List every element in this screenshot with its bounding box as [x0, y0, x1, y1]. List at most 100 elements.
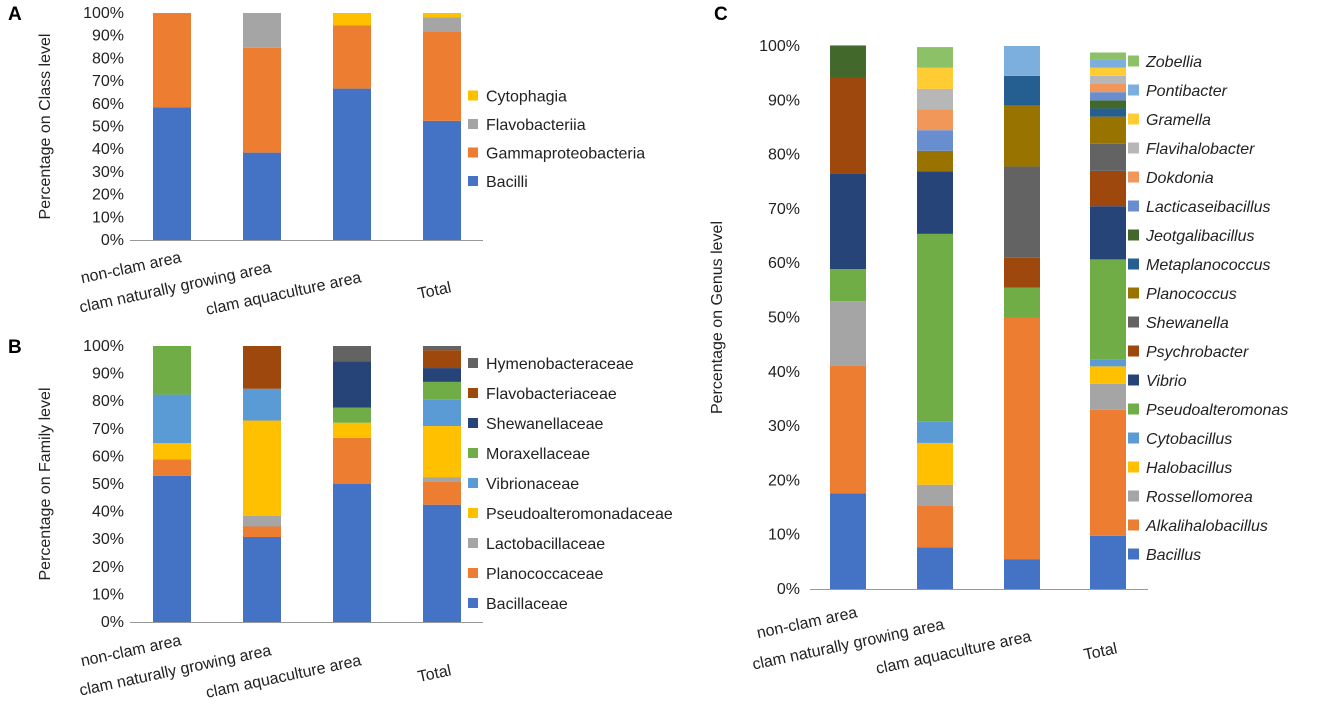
panel-c-legend-swatch-alkalihalobacillus	[1128, 519, 1139, 531]
panel-b-bar-non-clam-area-moraxellaceae	[153, 346, 191, 395]
panel-c-bar-total-alkalihalobacillus	[1090, 409, 1126, 536]
panel-c-ytick-label: 90%	[768, 92, 800, 109]
panel-a-legend-swatch-cytophagia	[468, 90, 478, 101]
panel-c-legend-swatch-cytobacillus	[1128, 432, 1139, 444]
panel-b-legend-swatch-lactobacillaceae	[468, 538, 478, 548]
panel-b-bar-total-planococcaceae	[423, 481, 461, 505]
panel-c-legend-swatch-rossellomorea	[1128, 490, 1139, 502]
panel-b-legend-swatch-shewanellaceae	[468, 418, 478, 428]
panel-c-bar-clam-aquaculture-area-alkalihalobacillus	[1004, 317, 1040, 560]
panel-b-bar-total-vibrionaceae	[423, 399, 461, 427]
panel-b-y-axis-title: Percentage on Family level	[37, 388, 54, 581]
panel-b-bar-clam-naturally-growing-area-pseudoalteromonadaceae	[243, 420, 281, 517]
panel-c-bar-total-cytobacillus	[1090, 359, 1126, 367]
panel-c-legend-label: Rossellomorea	[1146, 489, 1253, 506]
panel-a-ytick-label: 70%	[92, 73, 124, 90]
panel-b-bar-clam-aquaculture-area-moraxellaceae	[333, 407, 371, 423]
panel-c-legend-swatch-jeotgalibacillus	[1128, 229, 1139, 241]
panel-c-bar-total-shewanella	[1090, 143, 1126, 171]
panel-a-ytick-label: 0%	[101, 232, 124, 249]
panel-a-bar-clam-naturally-growing-area-gammaproteobacteria	[243, 47, 281, 153]
panel-c-ytick-label: 100%	[759, 38, 800, 55]
panel-c-bar-clam-aquaculture-area-pseudoalteromonas	[1004, 287, 1040, 318]
panel-c-bar-total-gramella	[1090, 67, 1126, 76]
panel-b-legend-label: Shewanellaceae	[486, 416, 604, 433]
panel-a-legend-label: Bacilli	[486, 174, 528, 191]
panel-a-ytick-label: 40%	[92, 141, 124, 158]
panel-c-bar-clam-aquaculture-area-planococcus	[1004, 105, 1040, 167]
panel-b-ytick-label: 20%	[92, 559, 124, 576]
panel-c-bar-clam-naturally-growing-area-pseudoalteromonas	[917, 233, 953, 422]
panel-c-bar-total-rossellomorea	[1090, 383, 1126, 410]
panel-b-bar-clam-naturally-growing-area-flavobacteriaceae	[243, 346, 281, 389]
panel-c-legend-label: Bacillus	[1146, 547, 1201, 564]
panel-b-bar-clam-naturally-growing-area-lactobacillaceae	[243, 516, 281, 527]
panel-c-bar-clam-naturally-growing-area-dokdonia	[917, 109, 953, 131]
panel-c-bar-clam-aquaculture-area-psychrobacter	[1004, 257, 1040, 288]
panel-c-bar-total-planococcus	[1090, 116, 1126, 144]
panel-b-bar-clam-aquaculture-area-pseudoalteromonadaceae	[333, 422, 371, 438]
panel-b-bar-total-hymenobacteraceae	[423, 346, 461, 351]
panel-c-y-axis-title: Percentage on Genus level	[709, 221, 726, 414]
panel-c-bar-non-clam-area-alkalihalobacillus	[830, 365, 866, 494]
panel-c-legend-label: Psychrobacter	[1146, 344, 1249, 361]
panel-c-ytick-label: 10%	[768, 527, 800, 544]
panel-c-legend-swatch-lacticaseibacillus	[1128, 200, 1139, 212]
panel-c-legend-label: Cytobacillus	[1146, 431, 1232, 448]
panel-b-legend-swatch-pseudoalteromonadaceae	[468, 508, 478, 518]
panel-c-bar-clam-naturally-growing-area-gramella	[917, 67, 953, 89]
panel-c-ytick-label: 60%	[768, 255, 800, 272]
panel-b-category-label: Total	[416, 662, 453, 686]
panel-a-ytick-label: 80%	[92, 50, 124, 67]
panel-c-bar-total-pontibacter	[1090, 59, 1126, 68]
panel-b-bar-total-shewanellaceae	[423, 368, 461, 382]
panel-b-ytick-label: 90%	[92, 366, 124, 383]
panel-c-legend-swatch-zobellia	[1128, 55, 1139, 67]
panel-c-bar-total-zobellia	[1090, 52, 1126, 60]
panel-b-bar-total-moraxellaceae	[423, 381, 461, 400]
panel-c-legend-swatch-dokdonia	[1128, 171, 1139, 183]
panel-c-bar-clam-naturally-growing-area-vibrio	[917, 171, 953, 234]
panel-c-letter: C	[714, 4, 728, 25]
panel-c-bar-clam-naturally-growing-area-flavihalobacter	[917, 88, 953, 110]
panel-c-legend-label: Vibrio	[1146, 373, 1187, 390]
panel-c-bar-total-bacillus	[1090, 535, 1126, 589]
panel-a-ytick-label: 100%	[83, 5, 124, 22]
panel-b-bar-clam-naturally-growing-area-planococcaceae	[243, 526, 281, 537]
panel-c-ytick-label: 70%	[768, 201, 800, 218]
panel-c-ytick-label: 0%	[777, 581, 800, 598]
panel-a-bar-clam-aquaculture-area-cytophagia	[333, 13, 371, 26]
panel-b-legend-swatch-hymenobacteraceae	[468, 358, 478, 368]
panel-c-bar-clam-aquaculture-area-shewanella	[1004, 166, 1040, 258]
panel-c-bar-clam-aquaculture-area-bacillus	[1004, 559, 1040, 589]
panel-b-ytick-label: 30%	[92, 531, 124, 548]
panel-a-bar-non-clam-area-gammaproteobacteria	[153, 13, 191, 108]
panel-a-bar-total-gammaproteobacteria	[423, 31, 461, 121]
panel-c-legend-label: Gramella	[1146, 112, 1211, 129]
panel-c-category-label: Total	[1082, 640, 1119, 664]
panel-c-bar-clam-naturally-growing-area-cytobacillus	[917, 421, 953, 443]
panel-b-bar-non-clam-area-planococcaceae	[153, 459, 191, 476]
panel-a-category-label: Total	[416, 279, 453, 303]
panel-c-bar-total-halobacillus	[1090, 366, 1126, 384]
panel-c-ytick-label: 40%	[768, 364, 800, 381]
panel-c-legend-swatch-bacillus	[1128, 548, 1139, 560]
panel-c-legend-label: Zobellia	[1145, 54, 1202, 71]
panel-a-ytick-label: 20%	[92, 187, 124, 204]
panel-b-bar-clam-aquaculture-area-shewanellaceae	[333, 361, 371, 408]
panel-a-bar-clam-aquaculture-area-gammaproteobacteria	[333, 25, 371, 89]
panel-b-legend-label: Planococcaceae	[486, 566, 604, 583]
panel-c-legend-swatch-shewanella	[1128, 316, 1139, 328]
panel-b-bar-clam-aquaculture-area-planococcaceae	[333, 437, 371, 484]
panel-b-legend-swatch-moraxellaceae	[468, 448, 478, 458]
panel-a-letter: A	[8, 4, 22, 25]
panel-a: A 0% 10% 20% 30% 40% 50% 60% 70% 80% 90% 100% Percen…	[8, 4, 645, 319]
panel-a-ytick-label: 90%	[92, 28, 124, 45]
panel-b-legend-swatch-planococcaceae	[468, 568, 478, 578]
panel-b-ytick-label: 10%	[92, 586, 124, 603]
panel-b-bar-non-clam-area-bacillaceae	[153, 475, 191, 622]
panel-b-ytick-label: 0%	[101, 614, 124, 631]
panel-a-bar-total-cytophagia	[423, 13, 461, 18]
panel-a-bar-total-bacilli	[423, 120, 461, 240]
panel-b-legend-label: Pseudoalteromonadaceae	[486, 506, 673, 523]
